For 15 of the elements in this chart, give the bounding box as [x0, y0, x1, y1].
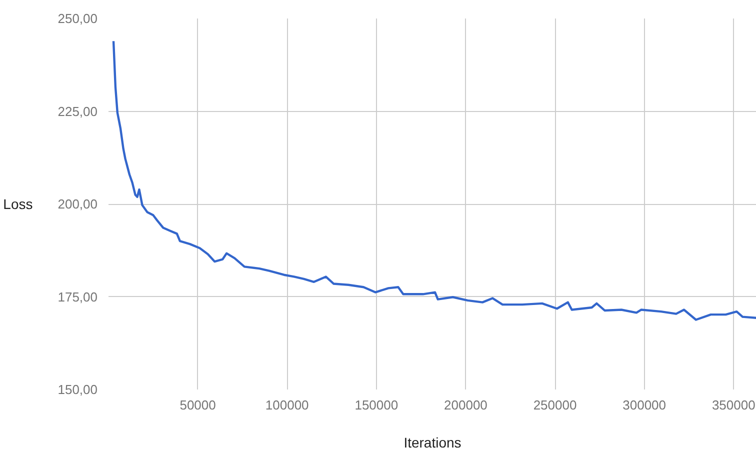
x-tick-label: 50000: [180, 398, 216, 412]
y-tick-label: 225,00: [58, 104, 98, 119]
y-tick-label: 200,00: [58, 196, 98, 212]
line-series: [112, 40, 756, 321]
y-tick-label: 150,00: [58, 382, 98, 397]
x-tick-label: 150000: [354, 398, 398, 412]
x-tick-label: 350000: [712, 398, 756, 412]
y-axis-title: Loss: [3, 196, 33, 212]
x-tick-label: 200000: [444, 398, 488, 412]
x-tick-label: 100000: [265, 398, 309, 412]
x-tick-label: 250000: [533, 398, 577, 412]
y-tick-label: 250,00: [58, 11, 98, 26]
y-tick-label: 175,00: [58, 289, 98, 304]
x-tick-label: 300000: [622, 398, 666, 412]
x-axis-title: Iterations: [404, 434, 462, 450]
